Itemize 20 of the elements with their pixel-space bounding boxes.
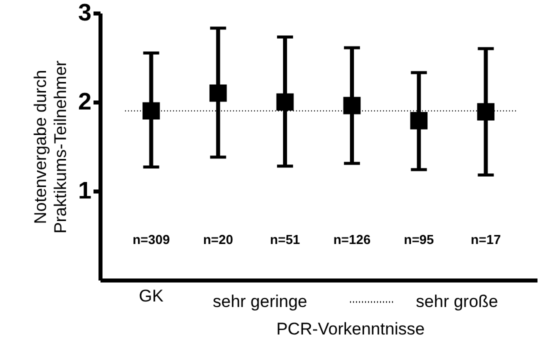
point xyxy=(477,103,494,120)
point xyxy=(276,93,294,111)
text: sehr große xyxy=(416,292,498,311)
text: sehr geringe xyxy=(212,292,308,311)
annotation: n=20 xyxy=(203,232,234,247)
point xyxy=(209,84,227,102)
point xyxy=(410,112,428,130)
annotation: n=95 xyxy=(404,232,434,247)
annotation: n=126 xyxy=(333,232,371,247)
x-axis-title: PCR-Vorkenntnisse xyxy=(276,320,425,338)
point xyxy=(343,96,361,114)
y-tick-label: 1 xyxy=(78,178,92,204)
annotation: n=51 xyxy=(270,232,300,247)
y-tick-label: 3 xyxy=(78,0,92,26)
x-tick-label: GK xyxy=(138,286,164,306)
y-axis-title: Notenvergabe durch Praktikums-Teilnehmer xyxy=(31,60,70,234)
point xyxy=(142,102,160,120)
annotation: n=309 xyxy=(132,232,170,247)
annotation: n=17 xyxy=(470,232,501,247)
y-tick-label: 2 xyxy=(78,88,92,116)
